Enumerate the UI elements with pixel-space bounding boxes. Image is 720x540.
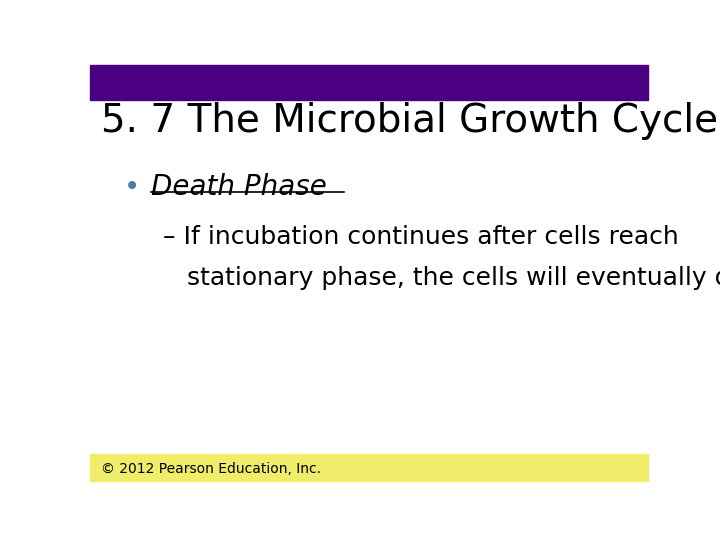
Text: 5. 7 The Microbial Growth Cycle: 5. 7 The Microbial Growth Cycle xyxy=(101,102,719,140)
Text: stationary phase, the cells will eventually die: stationary phase, the cells will eventua… xyxy=(163,266,720,291)
Text: – If incubation continues after cells reach: – If incubation continues after cells re… xyxy=(163,225,678,249)
FancyBboxPatch shape xyxy=(90,65,648,100)
Text: •: • xyxy=(124,173,140,201)
Text: © 2012 Pearson Education, Inc.: © 2012 Pearson Education, Inc. xyxy=(101,462,321,476)
Text: Death Phase: Death Phase xyxy=(151,173,328,201)
FancyBboxPatch shape xyxy=(90,454,648,481)
